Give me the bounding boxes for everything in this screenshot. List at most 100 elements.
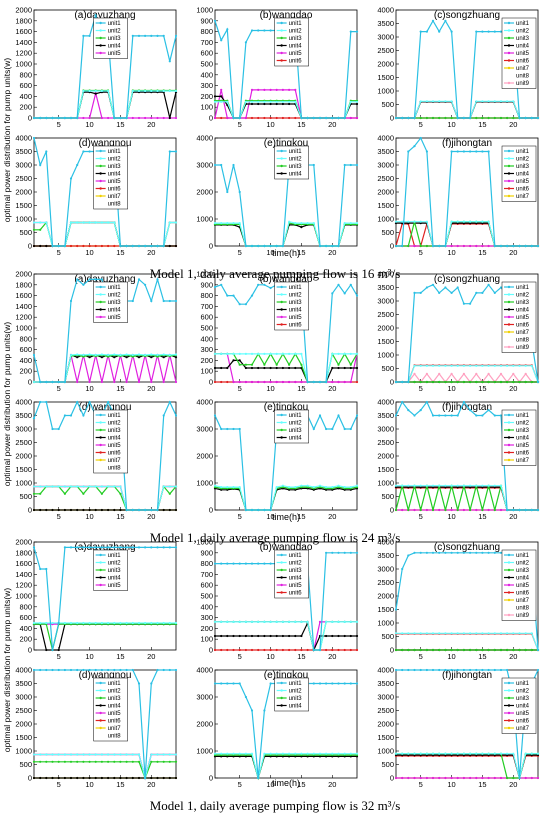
legend-label: unit1	[108, 285, 122, 291]
panel-10: (d)wangnou050010001500200025003000350040…	[15, 398, 178, 521]
data-point	[506, 648, 509, 652]
data-point	[475, 150, 478, 153]
legend-label: unit8	[108, 734, 122, 740]
data-point	[144, 621, 147, 625]
data-point	[131, 760, 134, 763]
x-tick-label: 10	[85, 512, 93, 521]
data-point	[536, 116, 540, 120]
data-point	[156, 508, 159, 512]
x-tick-label: 5	[57, 512, 61, 521]
y-tick-label: 1200	[15, 581, 32, 590]
y-tick-label: 3500	[377, 147, 394, 156]
legend-marker	[280, 568, 283, 572]
data-point	[493, 551, 496, 554]
data-point	[269, 620, 272, 624]
data-point	[300, 116, 303, 120]
y-tick-label: 400	[200, 602, 213, 611]
y-tick-label: 1000	[196, 747, 213, 756]
data-point	[469, 302, 472, 305]
data-point	[450, 150, 453, 153]
data-point	[162, 753, 165, 756]
data-point	[125, 353, 128, 356]
y-tick-label: 4000	[15, 666, 32, 675]
data-point	[444, 668, 447, 672]
data-point	[275, 100, 278, 103]
data-point	[425, 286, 428, 289]
data-point	[213, 163, 217, 167]
data-point	[88, 485, 91, 488]
plot-area	[214, 669, 358, 779]
data-point	[57, 760, 60, 763]
y-tick-label: 400	[19, 624, 32, 633]
data-point	[162, 34, 165, 38]
data-point	[475, 776, 478, 780]
data-point	[107, 508, 110, 512]
data-point	[300, 226, 303, 229]
data-point	[220, 562, 223, 565]
y-tick-label: 3500	[15, 411, 32, 420]
data-point	[100, 244, 103, 248]
data-point	[238, 682, 241, 685]
data-point	[119, 116, 122, 120]
data-point	[530, 632, 533, 635]
data-point	[107, 116, 110, 120]
data-point	[213, 634, 217, 638]
data-point	[107, 89, 110, 93]
legend-marker	[280, 164, 283, 168]
legend-marker	[99, 51, 102, 55]
legend-label: unit4	[516, 44, 530, 50]
data-point	[413, 551, 416, 554]
data-point	[57, 648, 60, 652]
legend-label: unit8	[516, 74, 530, 80]
y-tick-label: 1800	[15, 16, 32, 25]
data-point	[349, 366, 352, 370]
legend-box	[274, 549, 309, 599]
data-point	[469, 508, 472, 512]
data-point	[294, 620, 297, 624]
data-point	[250, 562, 254, 565]
data-point	[518, 380, 521, 384]
data-point	[456, 632, 459, 635]
data-point	[275, 244, 278, 248]
data-point	[69, 508, 73, 512]
data-point	[281, 366, 284, 370]
data-point	[232, 634, 235, 638]
y-tick-label: 4000	[377, 398, 394, 407]
data-point	[475, 632, 478, 635]
data-point	[137, 508, 141, 512]
series-unit2	[32, 753, 178, 781]
data-point	[300, 363, 303, 366]
legend-label: unit1	[289, 413, 303, 419]
data-point	[425, 648, 428, 652]
data-point	[456, 364, 459, 367]
data-point	[530, 364, 533, 367]
data-point	[288, 620, 291, 624]
data-point	[144, 34, 147, 38]
data-point	[469, 244, 472, 248]
x-tick-label: 5	[238, 384, 242, 393]
data-point	[107, 244, 110, 248]
data-point	[238, 752, 241, 755]
data-point	[401, 776, 404, 780]
data-point	[407, 554, 410, 557]
series-unit1	[394, 136, 540, 248]
legend-label: unit5	[108, 711, 122, 717]
x-tick-label: 10	[447, 120, 455, 129]
data-point	[413, 668, 416, 672]
x-tick-label: 5	[419, 652, 423, 661]
data-point	[337, 244, 340, 248]
legend-label: unit7	[516, 194, 530, 200]
data-point	[281, 244, 284, 248]
legend-label: unit3	[289, 164, 303, 170]
data-point	[294, 486, 297, 489]
data-point	[431, 100, 435, 103]
data-point	[306, 648, 309, 652]
x-tick-label: 15	[116, 384, 124, 393]
data-point	[269, 244, 272, 248]
data-point	[213, 380, 217, 384]
data-point	[462, 302, 465, 305]
data-point	[325, 486, 328, 489]
data-point	[263, 29, 266, 32]
data-point	[401, 567, 404, 571]
legend-marker	[507, 285, 511, 289]
